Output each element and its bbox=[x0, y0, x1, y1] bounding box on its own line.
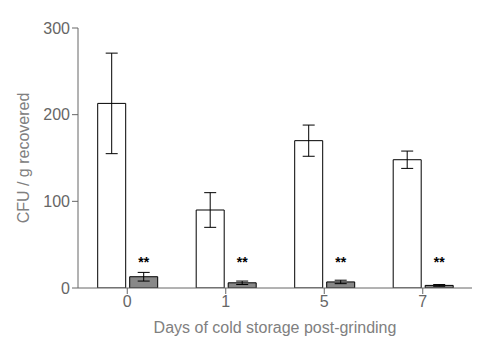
svg-text:200: 200 bbox=[43, 106, 70, 123]
svg-text:**: ** bbox=[335, 254, 346, 270]
svg-text:**: ** bbox=[434, 254, 445, 270]
svg-text:100: 100 bbox=[43, 193, 70, 210]
svg-text:CFU / g recovered: CFU / g recovered bbox=[15, 93, 32, 224]
svg-text:7: 7 bbox=[418, 293, 427, 310]
svg-text:**: ** bbox=[237, 254, 248, 270]
svg-text:0: 0 bbox=[61, 280, 70, 297]
svg-text:5: 5 bbox=[320, 293, 329, 310]
svg-text:300: 300 bbox=[43, 20, 70, 37]
svg-text:Days of cold storage post-grin: Days of cold storage post-grinding bbox=[154, 319, 397, 336]
svg-text:1: 1 bbox=[221, 293, 230, 310]
svg-text:**: ** bbox=[138, 254, 149, 270]
svg-text:0: 0 bbox=[123, 293, 132, 310]
